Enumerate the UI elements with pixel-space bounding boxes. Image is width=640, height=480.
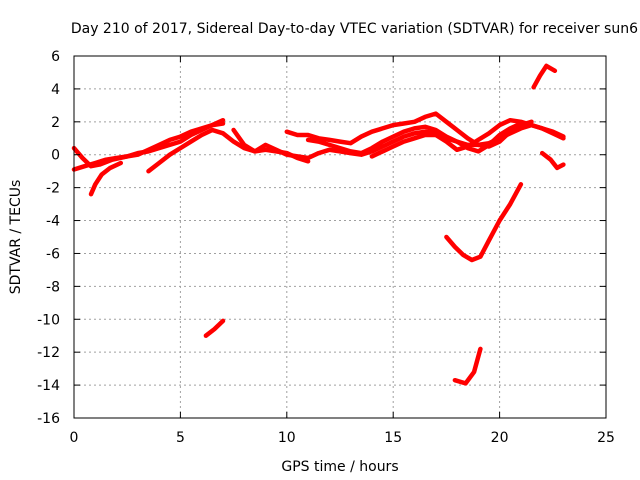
y-tick-label: -14: [37, 378, 60, 394]
series-trace-13: [539, 150, 566, 171]
y-tick-label: 4: [51, 82, 60, 98]
y-tick-label: 0: [51, 148, 60, 164]
x-tick-label: 25: [597, 430, 615, 446]
series-trace-11: [452, 346, 483, 386]
series-trace-7: [305, 121, 524, 156]
data-traces: [71, 63, 566, 386]
y-tick-label: 2: [51, 115, 60, 131]
series-trace-10: [444, 182, 524, 263]
series-trace-4: [146, 127, 311, 174]
y-axis-label: SDTVAR / TECUs: [8, 180, 24, 295]
grid: [74, 56, 606, 418]
y-tick-label: -10: [37, 312, 60, 328]
chart-title: Day 210 of 2017, Sidereal Day-to-day VTE…: [71, 21, 638, 37]
x-tick-label: 5: [176, 430, 185, 446]
y-tick-labels: -16 -14 -12 -10 -8 -6 -4 -2 0 2 4 6: [37, 49, 60, 427]
x-tick-label: 20: [491, 430, 509, 446]
axis-ticks: [73, 55, 607, 419]
x-axis-label: GPS time / hours: [281, 459, 398, 475]
series-trace-8: [369, 117, 566, 159]
series-trace-12: [531, 63, 558, 90]
y-tick-label: -2: [46, 181, 60, 197]
plot-frame: [73, 55, 607, 419]
y-tick-label: -12: [37, 345, 60, 361]
series-trace-9: [203, 318, 226, 338]
y-tick-label: -16: [37, 411, 60, 427]
y-tick-label: -8: [46, 279, 60, 295]
x-tick-label: 10: [278, 430, 296, 446]
series-trace-3: [88, 160, 124, 197]
x-tick-labels: 0 5 10 15 20 25: [70, 430, 615, 446]
y-tick-label: -6: [46, 246, 60, 262]
y-tick-label: -4: [46, 214, 60, 230]
y-tick-label: 6: [51, 49, 60, 65]
series-trace-2: [71, 117, 226, 169]
x-tick-label: 0: [70, 430, 79, 446]
x-tick-label: 15: [384, 430, 402, 446]
